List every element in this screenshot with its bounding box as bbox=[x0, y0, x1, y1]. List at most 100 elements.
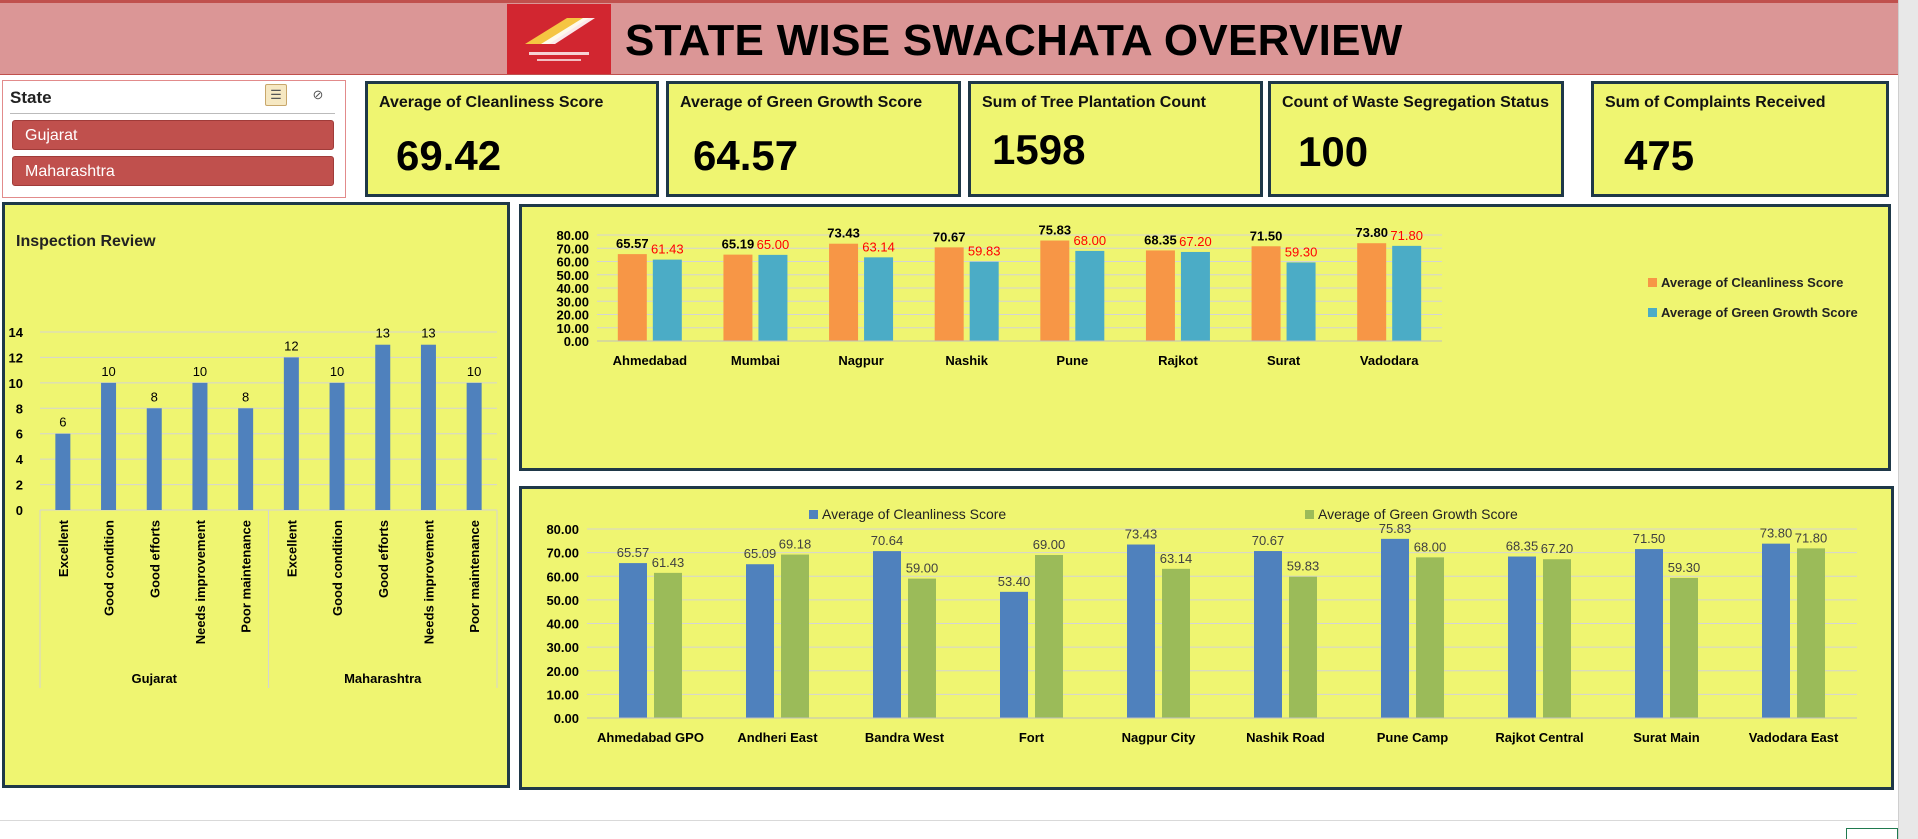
x-tick-label: Good condition bbox=[330, 520, 345, 616]
y-tick-label: 0.00 bbox=[564, 334, 589, 349]
inspection-review-chart: Inspection Review 0 2 4 6 8 10 12 14 6 Excellent 10… bbox=[9, 233, 498, 688]
bar bbox=[969, 261, 999, 341]
x-tick-label: Needs improvement bbox=[193, 519, 208, 644]
data-label: 68.35 bbox=[1506, 539, 1539, 554]
x-tick-label: Excellent bbox=[56, 519, 71, 577]
bar bbox=[758, 254, 788, 341]
bar bbox=[654, 572, 682, 718]
bar bbox=[1635, 549, 1663, 718]
data-label: 63.14 bbox=[862, 239, 895, 254]
bar bbox=[1508, 556, 1536, 718]
multi-select-icon[interactable]: ☰ bbox=[265, 84, 287, 106]
y-tick-label: 40.00 bbox=[546, 617, 579, 632]
y-tick-label: 10 bbox=[9, 376, 23, 391]
data-label: 10 bbox=[193, 364, 207, 379]
data-label: 68.35 bbox=[1144, 232, 1177, 247]
x-tick-label: Nagpur bbox=[838, 353, 884, 368]
x-tick-label: Nagpur City bbox=[1122, 730, 1196, 745]
data-label: 53.40 bbox=[998, 574, 1031, 589]
bar bbox=[1162, 568, 1190, 718]
x-tick-label: Fort bbox=[1019, 730, 1045, 745]
legend-label: Average of Green Growth Score bbox=[1318, 506, 1518, 522]
x-tick-label: Pune bbox=[1056, 353, 1088, 368]
data-label: 75.83 bbox=[1379, 521, 1412, 536]
bar bbox=[1251, 246, 1281, 341]
bar bbox=[1075, 250, 1105, 341]
kpi-card-cleanliness: Average of Cleanliness Score 69.42 bbox=[365, 81, 659, 197]
selected-cell[interactable] bbox=[1846, 828, 1898, 839]
kpi-label: Average of Cleanliness Score bbox=[379, 94, 604, 111]
kpi-value: 69.42 bbox=[396, 132, 502, 179]
x-tick-label: Nashik Road bbox=[1246, 730, 1325, 745]
y-tick-label: 10.00 bbox=[556, 321, 589, 336]
legend-label: Average of Green Growth Score bbox=[1661, 305, 1858, 320]
x-tick-label: Ahmedabad GPO bbox=[597, 730, 704, 745]
data-label: 65.57 bbox=[616, 236, 649, 251]
slicer-item-gujarat[interactable]: Gujarat bbox=[12, 120, 334, 150]
bar bbox=[1416, 557, 1444, 718]
data-label: 8 bbox=[151, 389, 158, 404]
data-label: 67.20 bbox=[1179, 234, 1212, 249]
y-tick-label: 2 bbox=[16, 478, 23, 493]
data-label: 12 bbox=[284, 338, 298, 353]
bar bbox=[908, 578, 936, 718]
group-label: Gujarat bbox=[131, 671, 177, 686]
data-label: 73.80 bbox=[1355, 225, 1388, 240]
slicer-item-maharashtra[interactable]: Maharashtra bbox=[12, 156, 334, 186]
data-label: 71.50 bbox=[1633, 531, 1666, 546]
y-tick-label: 50.00 bbox=[556, 268, 589, 283]
y-tick-label: 50.00 bbox=[546, 593, 579, 608]
data-label: 10 bbox=[101, 364, 115, 379]
data-label: 59.30 bbox=[1285, 244, 1318, 259]
vertical-scrollbar[interactable] bbox=[1898, 0, 1918, 839]
data-label: 59.00 bbox=[906, 561, 939, 576]
kpi-label: Average of Green Growth Score bbox=[680, 94, 923, 111]
x-tick-label: Rajkot Central bbox=[1495, 730, 1583, 745]
office-scores-panel: 0.00 10.00 20.00 30.00 40.00 50.00 60.00 70.00 8… bbox=[519, 486, 1894, 790]
x-tick-label: Needs improvement bbox=[421, 519, 436, 644]
data-label: 63.14 bbox=[1160, 551, 1193, 566]
kpi-card-green-growth: Average of Green Growth Score 64.57 bbox=[666, 81, 961, 197]
bar bbox=[55, 433, 71, 510]
x-tick-label: Poor maintenance bbox=[467, 520, 482, 633]
sheet-bottom-border bbox=[0, 820, 1898, 821]
x-tick-label: Andheri East bbox=[737, 730, 818, 745]
kpi-label: Sum of Complaints Received bbox=[1605, 94, 1826, 111]
x-tick-label: Good efforts bbox=[376, 520, 391, 598]
x-tick-label: Good condition bbox=[102, 520, 117, 616]
x-tick-label: Pune Camp bbox=[1377, 730, 1449, 745]
data-label: 71.80 bbox=[1390, 228, 1423, 243]
clear-filter-icon[interactable]: ⊘ bbox=[312, 87, 324, 102]
data-label: 61.43 bbox=[652, 555, 685, 570]
bar bbox=[420, 344, 436, 510]
data-label: 71.80 bbox=[1795, 530, 1828, 545]
kpi-value: 1598 bbox=[992, 126, 1086, 173]
y-tick-label: 80.00 bbox=[556, 228, 589, 243]
data-label: 59.83 bbox=[1287, 559, 1320, 574]
office-scores-chart: 0.00 10.00 20.00 30.00 40.00 50.00 60.00 70.00 8… bbox=[546, 506, 1857, 745]
data-label: 73.43 bbox=[1125, 527, 1158, 542]
y-tick-label: 8 bbox=[16, 401, 23, 416]
y-tick-label: 10.00 bbox=[546, 687, 579, 702]
data-label: 73.80 bbox=[1760, 526, 1793, 541]
y-tick-label: 4 bbox=[16, 452, 24, 467]
x-tick-label: Mumbai bbox=[731, 353, 780, 368]
bar bbox=[1254, 551, 1282, 718]
group-label: Maharashtra bbox=[344, 671, 422, 686]
y-tick-label: 0 bbox=[16, 503, 23, 518]
bar bbox=[1040, 240, 1070, 341]
bar bbox=[101, 382, 117, 510]
kpi-label: Count of Waste Segregation Status bbox=[1282, 94, 1549, 111]
data-label: 65.09 bbox=[744, 546, 777, 561]
data-label: 61.43 bbox=[651, 242, 684, 257]
bar bbox=[1357, 243, 1387, 341]
chart-title: Inspection Review bbox=[16, 233, 156, 250]
kpi-card-tree-plantation: Sum of Tree Plantation Count 1598 bbox=[968, 81, 1263, 197]
bar bbox=[1000, 591, 1028, 718]
y-tick-label: 20.00 bbox=[546, 664, 579, 679]
y-tick-label: 20.00 bbox=[556, 308, 589, 323]
bar bbox=[723, 254, 753, 341]
y-tick-label: 80.00 bbox=[546, 522, 579, 537]
y-tick-label: 30.00 bbox=[546, 640, 579, 655]
bar bbox=[283, 357, 299, 510]
